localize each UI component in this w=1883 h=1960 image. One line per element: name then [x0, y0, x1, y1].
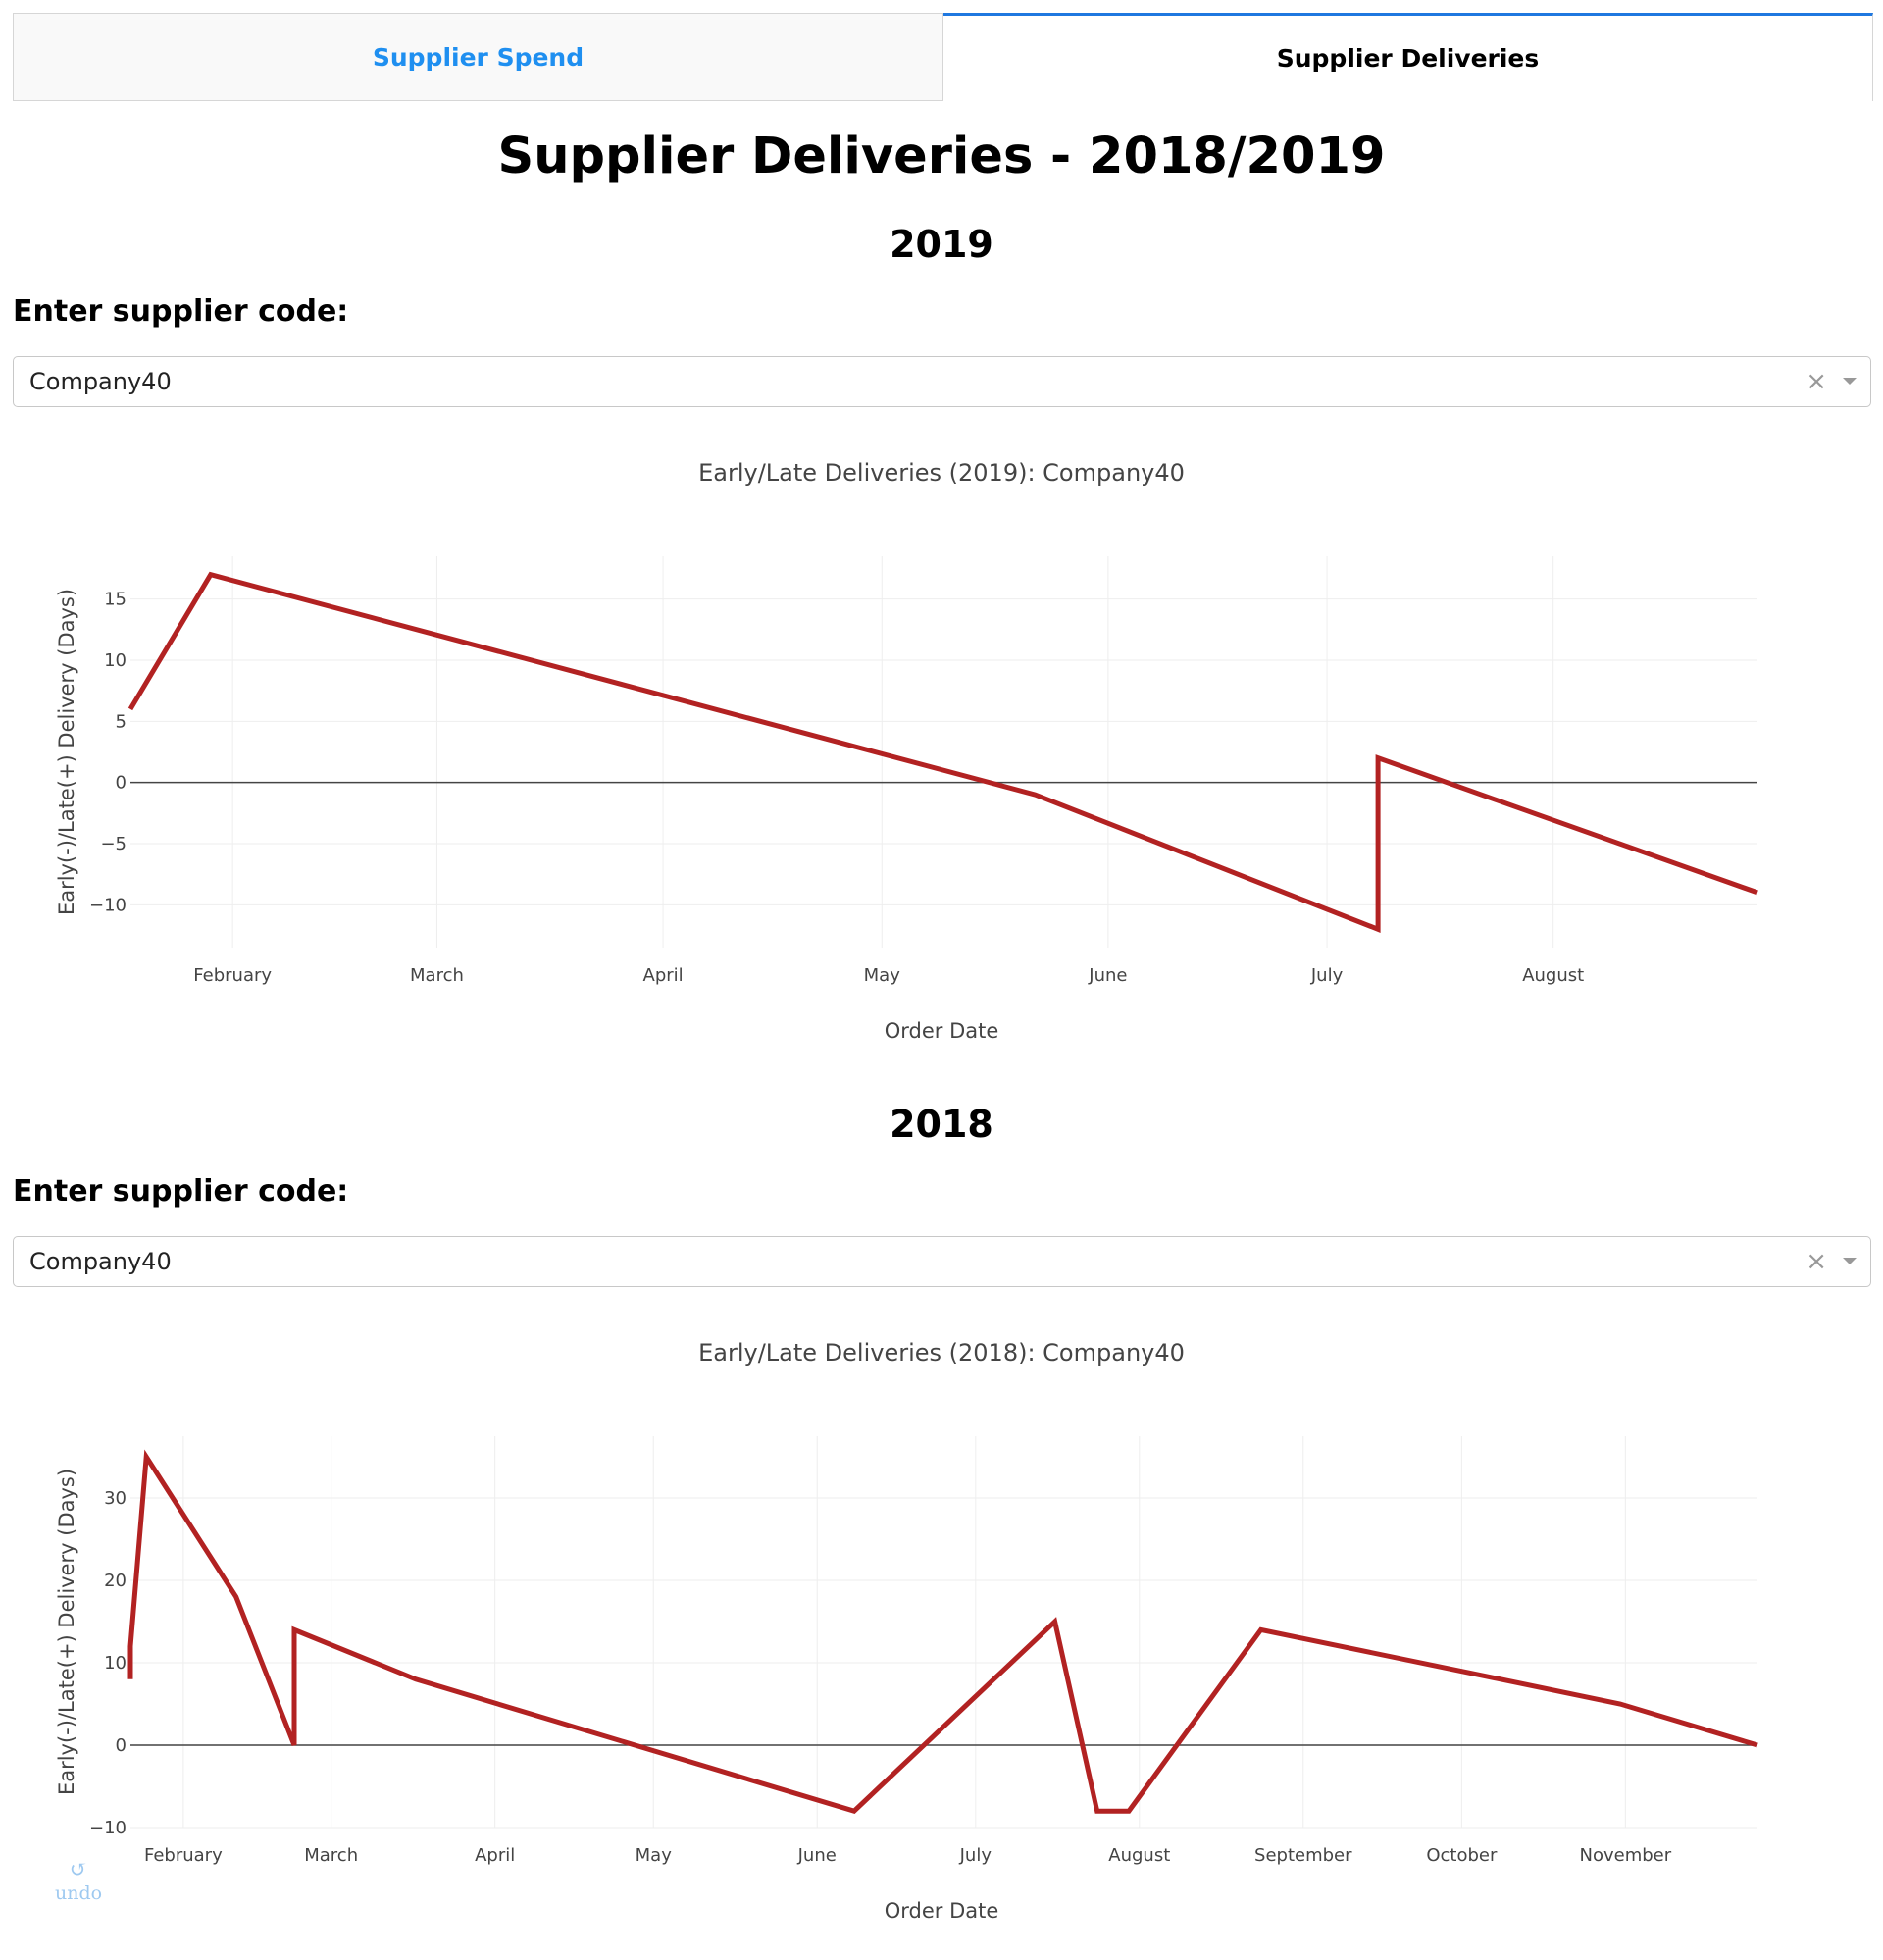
x-axis-label: Order Date: [885, 1019, 999, 1043]
x-tick-label: August: [1108, 1845, 1170, 1866]
x-tick-label: February: [193, 965, 272, 986]
undo-icon: ↺: [69, 1858, 88, 1883]
undo-label: undo: [55, 1883, 103, 1904]
dropdown-value: Company40: [29, 1248, 172, 1275]
year-heading-2018: 2018: [890, 1103, 993, 1146]
y-tick-label: 10: [104, 650, 127, 671]
dropdown-value: Company40: [29, 368, 172, 395]
x-tick-label: October: [1426, 1845, 1498, 1866]
chart-title: Early/Late Deliveries (2018): Company40: [698, 1339, 1185, 1367]
chart-2019: Early/Late Deliveries (2019): Company40 F…: [55, 459, 1758, 1043]
chevron-down-icon[interactable]: [1843, 1258, 1857, 1264]
x-tick-label: November: [1580, 1845, 1672, 1866]
clear-icon[interactable]: ×: [1806, 1247, 1827, 1276]
tab-supplier-deliveries[interactable]: Supplier Deliveries: [943, 13, 1873, 101]
x-tick-label: June: [797, 1845, 837, 1866]
clear-icon[interactable]: ×: [1806, 367, 1827, 396]
y-tick-label: 0: [116, 1735, 127, 1756]
x-axis-label: Order Date: [885, 1899, 999, 1923]
supplier-code-dropdown[interactable]: Company40 ×: [13, 1236, 1871, 1287]
x-tick-label: August: [1522, 965, 1584, 986]
series-line: [127, 1449, 1758, 1815]
undo-button[interactable]: ↺ undo: [55, 1858, 103, 1905]
x-tick-label: July: [1310, 965, 1344, 986]
x-tick-label: March: [304, 1845, 358, 1866]
y-tick-label: 10: [104, 1653, 127, 1674]
y-tick-label: 0: [116, 773, 127, 794]
tab-bar: Supplier Spend Supplier Deliveries: [13, 13, 1873, 101]
y-tick-label: 5: [116, 711, 127, 732]
y-tick-label: 30: [104, 1488, 127, 1509]
x-tick-label: March: [410, 965, 464, 986]
chart-2018: Early/Late Deliveries (2018): Company40 F…: [55, 1339, 1758, 1923]
chevron-down-icon[interactable]: [1843, 378, 1857, 385]
tab-supplier-spend[interactable]: Supplier Spend: [13, 13, 943, 101]
x-tick-label: February: [144, 1845, 223, 1866]
x-tick-label: June: [1088, 965, 1127, 986]
chart-title: Early/Late Deliveries (2019): Company40: [698, 459, 1185, 487]
x-tick-label: July: [959, 1845, 992, 1866]
supplier-code-dropdown[interactable]: Company40 ×: [13, 356, 1871, 407]
x-tick-label: May: [864, 965, 901, 986]
y-tick-label: 15: [104, 590, 127, 610]
x-tick-label: September: [1254, 1845, 1352, 1866]
y-tick-label: −10: [89, 895, 127, 915]
x-tick-label: May: [636, 1845, 673, 1866]
y-axis-label: Early(-)/Late(+) Delivery (Days): [55, 589, 78, 915]
page-title: Supplier Deliveries - 2018/2019: [497, 128, 1386, 185]
y-axis-label: Early(-)/Late(+) Delivery (Days): [55, 1469, 78, 1795]
series-line: [127, 571, 1758, 933]
supplier-code-label: Enter supplier code:: [13, 294, 349, 329]
y-tick-label: −10: [89, 1818, 127, 1838]
y-tick-label: −5: [100, 834, 127, 854]
supplier-code-label: Enter supplier code:: [13, 1174, 349, 1209]
year-heading-2019: 2019: [890, 223, 993, 266]
x-tick-label: April: [643, 965, 684, 986]
x-tick-label: April: [475, 1845, 515, 1866]
y-tick-label: 20: [104, 1571, 127, 1591]
